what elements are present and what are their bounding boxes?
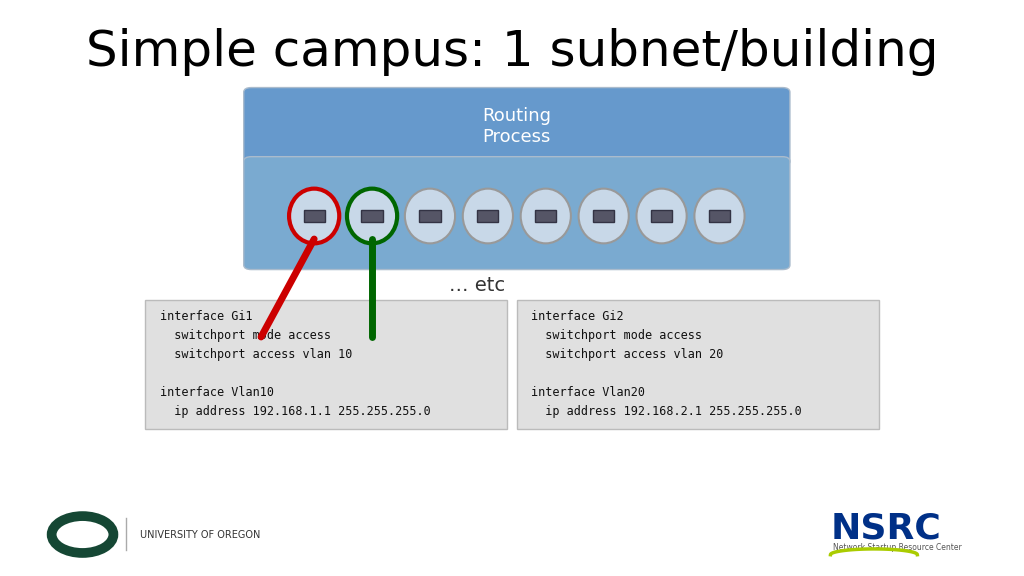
Text: interface Gi2
  switchport mode access
  switchport access vlan 20

interface Vl: interface Gi2 switchport mode access swi…: [531, 310, 802, 418]
FancyBboxPatch shape: [420, 210, 440, 222]
Text: Network Startup Resource Center: Network Startup Resource Center: [834, 543, 963, 552]
Ellipse shape: [289, 189, 339, 244]
FancyBboxPatch shape: [145, 300, 507, 429]
Ellipse shape: [694, 189, 744, 244]
FancyBboxPatch shape: [536, 210, 556, 222]
Ellipse shape: [520, 189, 570, 244]
FancyBboxPatch shape: [593, 210, 614, 222]
Text: interface Gi1
  switchport mode access
  switchport access vlan 10

interface Vl: interface Gi1 switchport mode access swi…: [160, 310, 430, 418]
Text: UNIVERSITY OF OREGON: UNIVERSITY OF OREGON: [140, 529, 261, 540]
Ellipse shape: [347, 189, 397, 244]
Ellipse shape: [637, 189, 687, 244]
FancyBboxPatch shape: [361, 210, 383, 222]
Ellipse shape: [404, 189, 455, 244]
FancyBboxPatch shape: [517, 300, 879, 429]
FancyBboxPatch shape: [651, 210, 672, 222]
FancyBboxPatch shape: [244, 88, 790, 166]
Ellipse shape: [579, 189, 629, 244]
Ellipse shape: [463, 189, 513, 244]
FancyBboxPatch shape: [477, 210, 499, 222]
FancyBboxPatch shape: [303, 210, 325, 222]
Text: … etc: … etc: [450, 276, 506, 294]
Text: Routing
Process: Routing Process: [482, 107, 551, 146]
Text: NSRC: NSRC: [830, 511, 941, 546]
FancyBboxPatch shape: [244, 157, 790, 270]
Text: Simple campus: 1 subnet/building: Simple campus: 1 subnet/building: [86, 28, 938, 76]
FancyBboxPatch shape: [709, 210, 730, 222]
